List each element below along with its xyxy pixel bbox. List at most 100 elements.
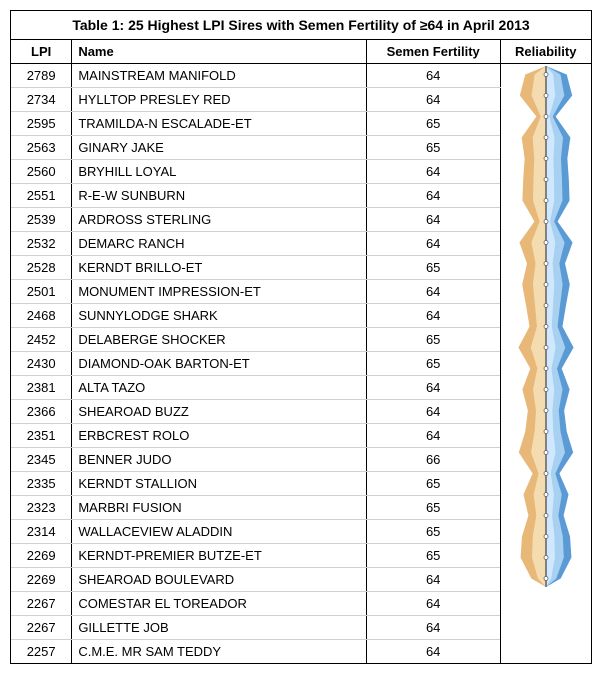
cell-name: KERNDT-PREMIER BUTZE-ET xyxy=(72,544,367,568)
cell-lpi: 2539 xyxy=(11,208,72,232)
cell-name: HYLLTOP PRESLEY RED xyxy=(72,88,367,112)
cell-lpi: 2345 xyxy=(11,448,72,472)
reliability-dot xyxy=(544,451,548,455)
cell-semen: 64 xyxy=(366,184,500,208)
cell-name: GILLETTE JOB xyxy=(72,616,367,640)
cell-name: TRAMILDA-N ESCALADE-ET xyxy=(72,112,367,136)
cell-lpi: 2789 xyxy=(11,64,72,88)
cell-name: BRYHILL LOYAL xyxy=(72,160,367,184)
cell-name: GINARY JAKE xyxy=(72,136,367,160)
reliability-dot xyxy=(544,346,548,350)
reliability-dot xyxy=(544,262,548,266)
cell-semen: 64 xyxy=(366,208,500,232)
reliability-shape-svg xyxy=(501,64,591,589)
cell-semen: 64 xyxy=(366,160,500,184)
cell-name: COMESTAR EL TOREADOR xyxy=(72,592,367,616)
reliability-dot xyxy=(544,514,548,518)
cell-semen: 64 xyxy=(366,592,500,616)
sires-table: LPI Name Semen Fertility Reliability 278… xyxy=(11,40,591,663)
reliability-dot xyxy=(544,157,548,161)
cell-lpi: 2563 xyxy=(11,136,72,160)
reliability-dot xyxy=(544,556,548,560)
cell-semen: 65 xyxy=(366,256,500,280)
cell-lpi: 2314 xyxy=(11,520,72,544)
cell-lpi: 2335 xyxy=(11,472,72,496)
cell-name: SHEAROAD BOULEVARD xyxy=(72,568,367,592)
cell-semen: 65 xyxy=(366,496,500,520)
reliability-dot xyxy=(544,577,548,581)
table-row: 2789MAINSTREAM MANIFOLD64 xyxy=(11,64,591,88)
reliability-dot xyxy=(544,493,548,497)
cell-lpi: 2501 xyxy=(11,280,72,304)
reliability-dot xyxy=(544,430,548,434)
cell-semen: 65 xyxy=(366,112,500,136)
cell-lpi: 2257 xyxy=(11,640,72,664)
cell-name: BENNER JUDO xyxy=(72,448,367,472)
cell-reliability-graphic xyxy=(500,64,591,664)
table-title: Table 1: 25 Highest LPI Sires with Semen… xyxy=(11,11,591,40)
cell-name: ALTA TAZO xyxy=(72,376,367,400)
cell-semen: 66 xyxy=(366,448,500,472)
cell-name: MAINSTREAM MANIFOLD xyxy=(72,64,367,88)
cell-semen: 65 xyxy=(366,472,500,496)
cell-name: DIAMOND-OAK BARTON-ET xyxy=(72,352,367,376)
cell-name: DELABERGE SHOCKER xyxy=(72,328,367,352)
cell-lpi: 2468 xyxy=(11,304,72,328)
cell-lpi: 2366 xyxy=(11,400,72,424)
cell-name: KERNDT BRILLO-ET xyxy=(72,256,367,280)
reliability-dot xyxy=(544,409,548,413)
cell-name: WALLACEVIEW ALADDIN xyxy=(72,520,367,544)
cell-name: ERBCREST ROLO xyxy=(72,424,367,448)
reliability-dot xyxy=(544,178,548,182)
cell-semen: 64 xyxy=(366,568,500,592)
col-header-lpi: LPI xyxy=(11,40,72,64)
cell-name: SHEAROAD BUZZ xyxy=(72,400,367,424)
cell-semen: 64 xyxy=(366,376,500,400)
cell-lpi: 2595 xyxy=(11,112,72,136)
reliability-layer xyxy=(546,66,565,587)
cell-lpi: 2734 xyxy=(11,88,72,112)
reliability-dot xyxy=(544,535,548,539)
cell-semen: 65 xyxy=(366,520,500,544)
reliability-dot xyxy=(544,94,548,98)
cell-name: SUNNYLODGE SHARK xyxy=(72,304,367,328)
cell-lpi: 2551 xyxy=(11,184,72,208)
cell-semen: 65 xyxy=(366,328,500,352)
col-header-name: Name xyxy=(72,40,367,64)
cell-name: ARDROSS STERLING xyxy=(72,208,367,232)
reliability-layer xyxy=(518,66,546,587)
reliability-dot xyxy=(544,73,548,77)
reliability-dot xyxy=(544,241,548,245)
cell-lpi: 2560 xyxy=(11,160,72,184)
col-header-reliability: Reliability xyxy=(500,40,591,64)
cell-lpi: 2267 xyxy=(11,616,72,640)
cell-lpi: 2528 xyxy=(11,256,72,280)
cell-lpi: 2269 xyxy=(11,568,72,592)
cell-semen: 64 xyxy=(366,304,500,328)
reliability-layer xyxy=(546,66,574,587)
reliability-layer xyxy=(546,66,556,587)
cell-semen: 64 xyxy=(366,64,500,88)
cell-name: KERNDT STALLION xyxy=(72,472,367,496)
cell-name: MONUMENT IMPRESSION-ET xyxy=(72,280,367,304)
reliability-dot xyxy=(544,367,548,371)
reliability-dot xyxy=(544,325,548,329)
cell-semen: 65 xyxy=(366,136,500,160)
cell-name: DEMARC RANCH xyxy=(72,232,367,256)
cell-lpi: 2532 xyxy=(11,232,72,256)
reliability-layer xyxy=(530,66,545,587)
reliability-dot xyxy=(544,220,548,224)
sires-table-container: Table 1: 25 Highest LPI Sires with Semen… xyxy=(10,10,592,664)
col-header-semen: Semen Fertility xyxy=(366,40,500,64)
cell-lpi: 2430 xyxy=(11,352,72,376)
cell-semen: 64 xyxy=(366,280,500,304)
cell-semen: 64 xyxy=(366,400,500,424)
reliability-dot xyxy=(544,472,548,476)
header-row: LPI Name Semen Fertility Reliability xyxy=(11,40,591,64)
cell-semen: 64 xyxy=(366,88,500,112)
reliability-dot xyxy=(544,304,548,308)
reliability-dot xyxy=(544,283,548,287)
cell-semen: 64 xyxy=(366,424,500,448)
reliability-graphic-holder xyxy=(501,64,591,663)
reliability-dot xyxy=(544,388,548,392)
